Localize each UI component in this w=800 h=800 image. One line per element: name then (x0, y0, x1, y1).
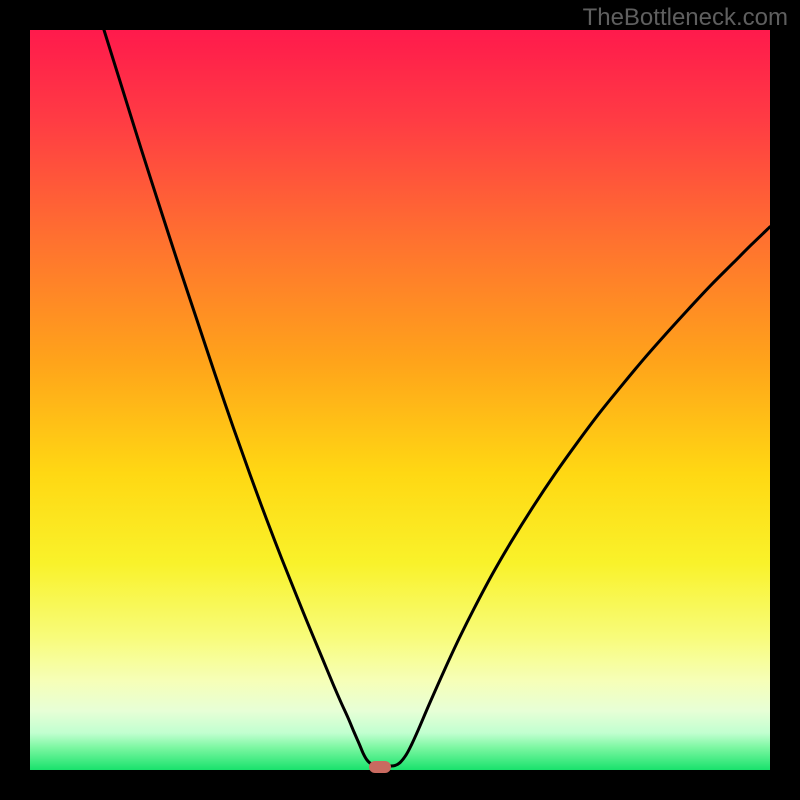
bottleneck-curve (30, 30, 770, 770)
optimal-point-marker (369, 761, 391, 773)
chart-container: TheBottleneck.com (0, 0, 800, 800)
plot-area (30, 30, 770, 770)
watermark-label: TheBottleneck.com (583, 4, 788, 32)
